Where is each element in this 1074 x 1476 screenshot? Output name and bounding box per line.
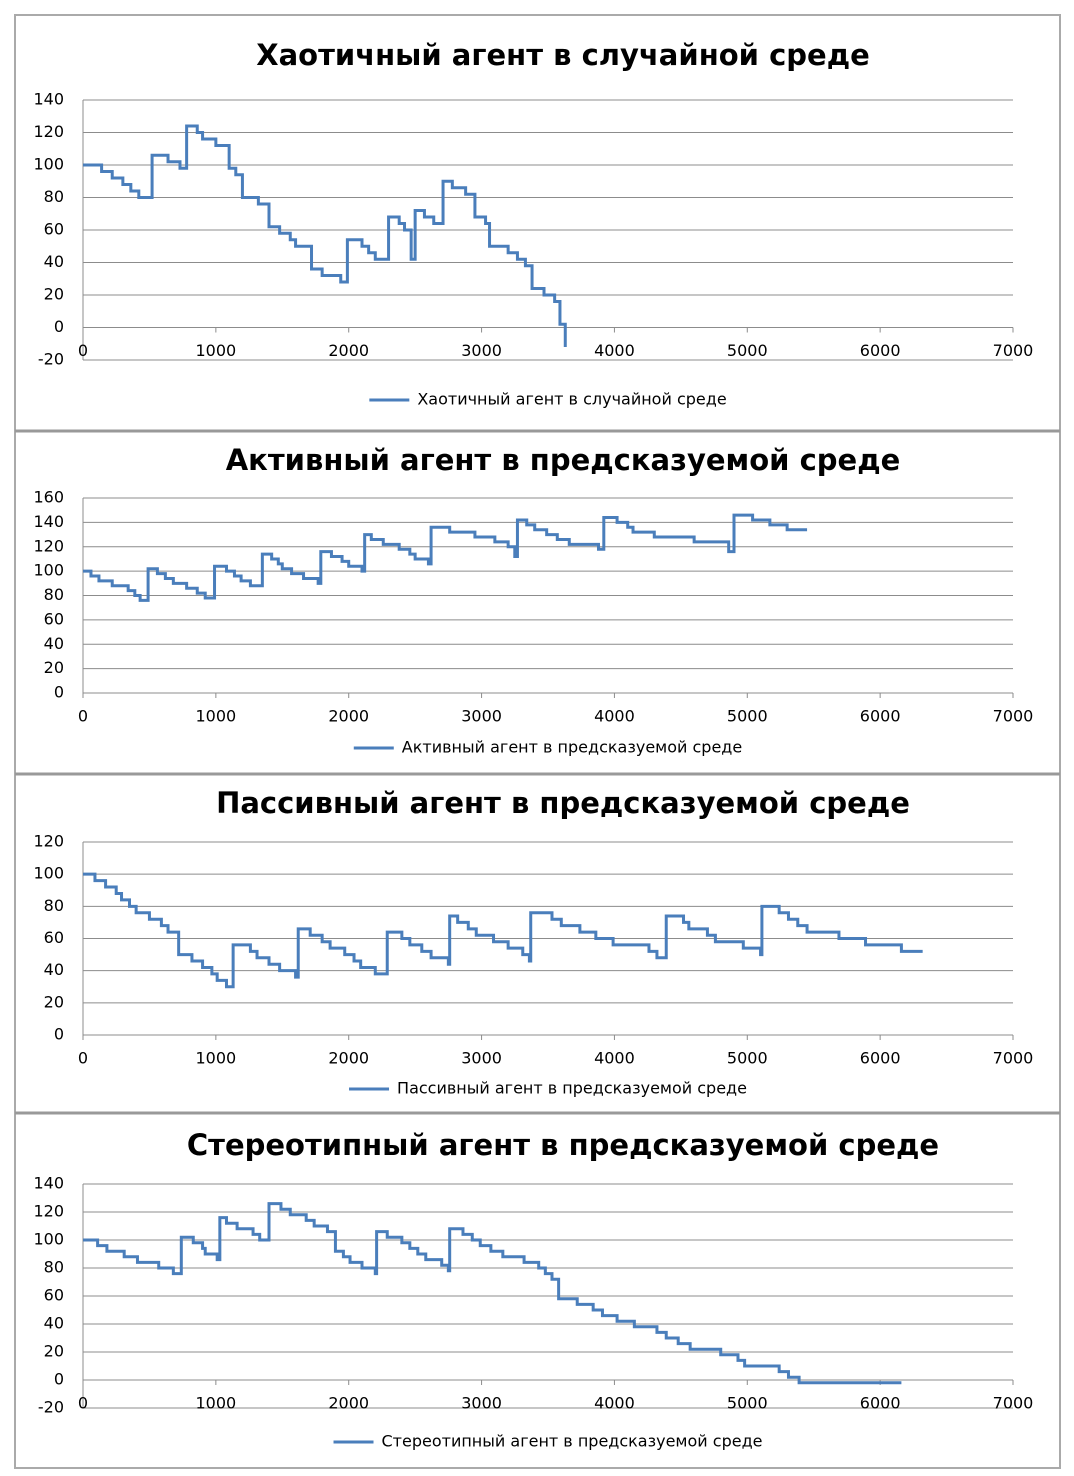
y-tick-label: 120 bbox=[33, 832, 64, 851]
y-tick-label: 60 bbox=[44, 928, 64, 947]
y-tick-label: 60 bbox=[44, 220, 64, 239]
x-tick-label: 1000 bbox=[195, 707, 236, 726]
x-tick-label: 6000 bbox=[860, 1049, 901, 1068]
y-tick-label: 0 bbox=[54, 1370, 64, 1389]
legend-label: Пассивный агент в предсказуемой среде bbox=[397, 1079, 747, 1098]
x-tick-label: 0 bbox=[78, 1394, 88, 1413]
x-tick-label: 0 bbox=[78, 341, 88, 360]
x-tick-label: 7000 bbox=[993, 1049, 1034, 1068]
y-tick-label: 20 bbox=[44, 285, 64, 304]
y-tick-label: 100 bbox=[33, 155, 64, 174]
legend-label: Стереотипный агент в предсказуемой среде bbox=[382, 1432, 763, 1451]
y-tick-label: 80 bbox=[44, 585, 64, 604]
x-tick-label: 3000 bbox=[461, 707, 502, 726]
x-tick-label: 2000 bbox=[328, 707, 369, 726]
y-tick-label: 100 bbox=[33, 561, 64, 580]
x-tick-label: 4000 bbox=[594, 1394, 635, 1413]
y-tick-label: 20 bbox=[44, 1342, 64, 1361]
y-tick-label: 40 bbox=[44, 252, 64, 271]
x-tick-label: 3000 bbox=[461, 1394, 502, 1413]
x-tick-label: 3000 bbox=[461, 1049, 502, 1068]
x-tick-label: 2000 bbox=[328, 1394, 369, 1413]
y-tick-label: 140 bbox=[33, 1174, 64, 1193]
x-tick-label: 6000 bbox=[860, 341, 901, 360]
x-tick-label: 5000 bbox=[727, 1394, 768, 1413]
y-tick-label: 40 bbox=[44, 1314, 64, 1333]
x-tick-label: 6000 bbox=[860, 707, 901, 726]
y-tick-label: 80 bbox=[44, 1258, 64, 1277]
y-tick-label: 60 bbox=[44, 609, 64, 628]
x-tick-label: 7000 bbox=[993, 1394, 1034, 1413]
legend-label: Хаотичный агент в случайной среде bbox=[417, 390, 726, 409]
y-tick-label: 160 bbox=[33, 488, 64, 507]
data-line bbox=[83, 513, 808, 602]
x-tick-label: 0 bbox=[78, 707, 88, 726]
y-tick-label: 60 bbox=[44, 1286, 64, 1305]
x-tick-label: 4000 bbox=[594, 341, 635, 360]
y-tick-label: 120 bbox=[33, 122, 64, 141]
legend-label: Активный агент в предсказуемой среде bbox=[402, 738, 742, 757]
y-tick-label: 40 bbox=[44, 634, 64, 653]
y-tick-label: 0 bbox=[54, 1025, 64, 1044]
data-line bbox=[83, 872, 923, 989]
data-line bbox=[83, 124, 567, 347]
data-line bbox=[83, 1202, 902, 1385]
x-tick-label: 7000 bbox=[993, 341, 1034, 360]
x-tick-label: 5000 bbox=[727, 341, 768, 360]
x-tick-label: 7000 bbox=[993, 707, 1034, 726]
x-tick-label: 1000 bbox=[195, 1394, 236, 1413]
y-tick-label: 120 bbox=[33, 536, 64, 555]
x-tick-label: 2000 bbox=[328, 1049, 369, 1068]
x-tick-label: 5000 bbox=[727, 707, 768, 726]
y-tick-label: 80 bbox=[44, 896, 64, 915]
x-tick-label: 3000 bbox=[461, 341, 502, 360]
y-tick-label: 140 bbox=[33, 512, 64, 531]
x-tick-label: 1000 bbox=[195, 1049, 236, 1068]
x-tick-label: 0 bbox=[78, 1049, 88, 1068]
y-tick-label: 100 bbox=[33, 864, 64, 883]
y-tick-label: 0 bbox=[54, 683, 64, 702]
x-tick-label: 6000 bbox=[860, 1394, 901, 1413]
x-tick-label: 1000 bbox=[195, 341, 236, 360]
chart-title: Хаотичный агент в случайной среде bbox=[256, 38, 870, 72]
y-tick-label: -20 bbox=[38, 1398, 64, 1417]
y-tick-label: 140 bbox=[33, 90, 64, 109]
y-tick-label: 20 bbox=[44, 658, 64, 677]
chart-title: Пассивный агент в предсказуемой среде bbox=[216, 786, 910, 820]
y-tick-label: 0 bbox=[54, 317, 64, 336]
x-tick-label: 4000 bbox=[594, 707, 635, 726]
y-tick-label: 120 bbox=[33, 1202, 64, 1221]
y-tick-label: 100 bbox=[33, 1230, 64, 1249]
y-tick-label: 20 bbox=[44, 992, 64, 1011]
chart-title: Стереотипный агент в предсказуемой среде bbox=[187, 1128, 939, 1162]
frame bbox=[14, 14, 1061, 1469]
x-tick-label: 2000 bbox=[328, 341, 369, 360]
y-tick-label: 40 bbox=[44, 960, 64, 979]
chart-title: Активный агент в предсказуемой среде bbox=[226, 443, 901, 477]
y-tick-label: -20 bbox=[38, 350, 64, 369]
x-tick-label: 4000 bbox=[594, 1049, 635, 1068]
y-tick-label: 80 bbox=[44, 187, 64, 206]
x-tick-label: 5000 bbox=[727, 1049, 768, 1068]
